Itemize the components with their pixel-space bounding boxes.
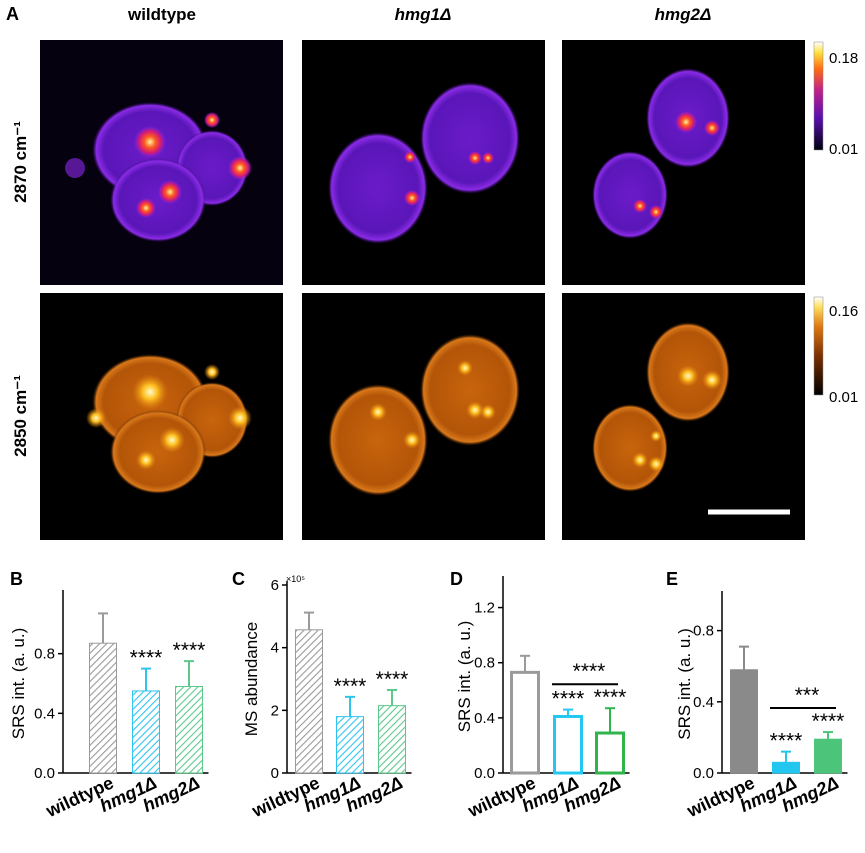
- y-tick-label: 0.0: [474, 765, 495, 782]
- row-header: 2870 cm⁻¹: [11, 121, 30, 203]
- significance-label: ****: [552, 688, 585, 711]
- panel-label: E: [666, 569, 678, 589]
- bar: [814, 738, 842, 774]
- y-tick-label: 0.4: [34, 705, 55, 722]
- y-axis-label: MS abundance: [242, 622, 261, 736]
- significance-label: ***: [795, 684, 820, 707]
- significance-label: ****: [130, 647, 163, 670]
- bar: [730, 669, 758, 774]
- panel-label: C: [232, 569, 245, 589]
- colorbar-label: 0.01: [829, 141, 858, 158]
- bar: [295, 629, 323, 774]
- colorbar: [813, 296, 824, 396]
- bar: [89, 642, 117, 774]
- significance-label: ****: [812, 710, 845, 733]
- significance-label: ****: [334, 675, 367, 698]
- y-tick-label: 4: [271, 640, 279, 657]
- column-header: hmg2Δ: [655, 5, 712, 24]
- panel-label: D: [450, 569, 463, 589]
- bar: [595, 731, 625, 775]
- cells: [65, 68, 730, 244]
- significance-label: ****: [594, 686, 627, 709]
- y-axis-label: SRS int. (a. u.): [675, 628, 694, 739]
- bar: [510, 670, 540, 775]
- significance-label: ****: [573, 660, 606, 683]
- y-tick-label: 1.2: [474, 600, 495, 617]
- column-header: hmg1Δ: [395, 5, 452, 24]
- significance-label: ****: [173, 639, 206, 662]
- y-tick-label: 0.8: [474, 655, 495, 672]
- bar: [336, 716, 364, 774]
- y-axis-label: SRS int. (a. u.): [9, 628, 28, 739]
- y-tick-label: 2: [271, 702, 279, 719]
- y-tick-label: 0.0: [34, 765, 55, 782]
- bar: [553, 714, 583, 775]
- panel-label: A: [6, 4, 19, 24]
- y-tick-label: 0.4: [474, 710, 495, 727]
- panel-label: B: [10, 569, 23, 589]
- colorbar-label: 0.18: [829, 50, 858, 67]
- bar: [772, 761, 800, 774]
- y-tick-label: 0.0: [693, 765, 714, 782]
- y-tick-label: 0.8: [693, 623, 714, 640]
- panel-a: A wildtype hmg1Δ hmg2Δ 2870 cm⁻¹ 2850 cm…: [6, 4, 858, 540]
- colorbar-label: 0.01: [829, 389, 858, 406]
- bar: [378, 705, 406, 774]
- colorbar: [813, 41, 824, 151]
- row-header: 2850 cm⁻¹: [11, 375, 30, 457]
- significance-label: ****: [376, 668, 409, 691]
- bar: [175, 685, 203, 774]
- axis-multiplier: ×10⁵: [286, 574, 305, 584]
- y-axis-label: SRS int. (a. u.): [455, 621, 474, 732]
- significance-label: ****: [770, 730, 803, 753]
- y-tick-label: 0.4: [693, 694, 714, 711]
- cells: [86, 322, 730, 496]
- y-tick-label: 0.8: [34, 646, 55, 663]
- bar: [132, 690, 160, 774]
- column-header: wildtype: [127, 5, 196, 24]
- y-tick-label: 0: [271, 765, 279, 782]
- colorbar-label: 0.16: [829, 303, 858, 320]
- y-tick-label: 6: [271, 577, 279, 594]
